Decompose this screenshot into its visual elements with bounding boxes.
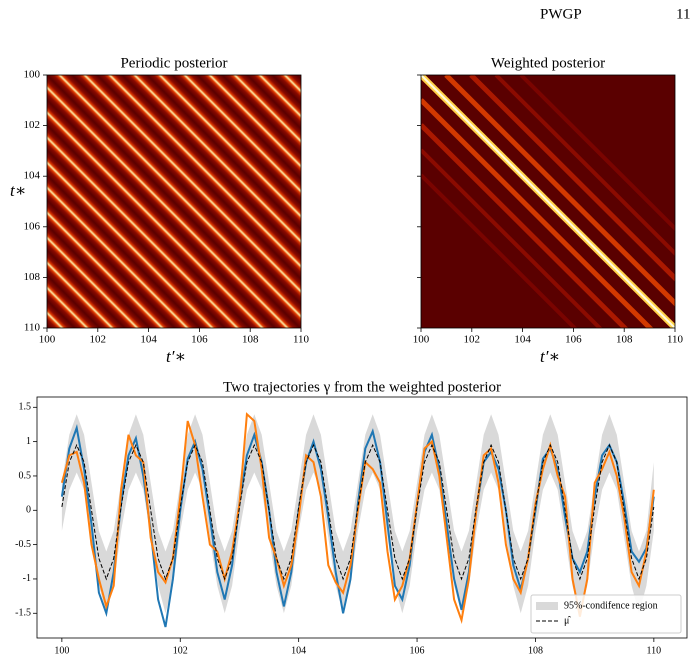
x-axis-label: t′∗: [166, 347, 186, 366]
x-tick-label: 100: [39, 334, 56, 346]
page-number: 11: [676, 6, 690, 22]
x-axis-label: t′∗: [540, 347, 560, 366]
x-tick-label: 110: [647, 645, 662, 656]
stripe: [421, 173, 578, 328]
frame: [46, 74, 302, 329]
stripe: [421, 75, 675, 328]
x-tick-label: 100: [413, 334, 430, 346]
y-tick-label: 1.5: [19, 402, 32, 413]
frame: [420, 74, 676, 329]
x-tick-label: 106: [565, 334, 582, 346]
stripe: [421, 123, 629, 328]
stripe: [494, 75, 675, 257]
stripe: [519, 75, 675, 232]
y-tick-label: 0.5: [19, 470, 32, 481]
y-tick-label: 100: [24, 69, 41, 81]
legend-label: μ̂: [564, 615, 571, 626]
running-header: PWGP: [540, 6, 582, 22]
legend-swatch: [536, 602, 558, 610]
panel-title: Periodic posterior: [120, 55, 227, 71]
x-tick-label: 100: [54, 645, 69, 656]
y-tick-label: -0.5: [15, 539, 31, 550]
x-tick-label: 108: [616, 334, 633, 346]
heatmap-weighted: [421, 75, 675, 328]
line-chart: 100 102 104 106 108 110 -1.5 -1 -0.5 0 0.5 1 1.5 95%-…: [15, 396, 688, 656]
series-line: [61, 443, 655, 581]
y-tick-label: 108: [24, 271, 41, 283]
stripe: [444, 75, 675, 307]
plot-frame: [36, 396, 688, 639]
panel-title: Weighted posterior: [491, 55, 605, 71]
y-tick-label: -1: [23, 573, 31, 584]
y-tick-label: 106: [24, 220, 41, 232]
x-tick-label: 110: [293, 334, 310, 346]
legend-box: [530, 594, 682, 634]
stripe: [469, 75, 675, 282]
y-tick-label: 0: [26, 505, 31, 516]
stripe: [421, 148, 603, 328]
x-tick-label: 104: [514, 334, 531, 346]
x-tick-label: 108: [242, 334, 259, 346]
y-tick-label: 102: [24, 119, 41, 131]
y-axis-label: t∗: [10, 181, 26, 200]
x-tick-label: 102: [464, 334, 481, 346]
x-tick-label: 110: [667, 334, 684, 346]
x-tick-label: 102: [90, 334, 107, 346]
legend-label: 95%-condifence region: [564, 600, 658, 611]
x-tick-label: 104: [291, 645, 306, 656]
y-tick-label: -1.5: [15, 608, 31, 619]
x-tick-label: 104: [140, 334, 157, 346]
x-tick-label: 108: [528, 645, 543, 656]
x-tick-label: 106: [191, 334, 208, 346]
x-tick-label: 102: [173, 645, 188, 656]
heatmap-periodic: [47, 75, 301, 328]
y-tick-label: 104: [24, 170, 41, 182]
x-tick-label: 106: [410, 645, 425, 656]
chart-title: Two trajectories γ from the weighted pos…: [223, 379, 501, 395]
y-tick-label: 1: [26, 436, 31, 447]
y-tick-label: 110: [24, 322, 41, 334]
stripe: [421, 98, 654, 328]
